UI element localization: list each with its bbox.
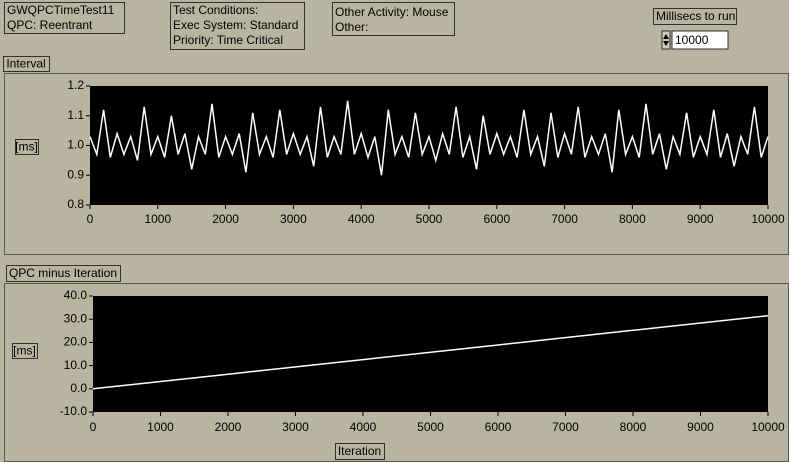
x-tick-label: 1000: [144, 212, 171, 226]
data-line: [92, 314, 769, 390]
y-axis-label-box: [12, 343, 38, 359]
plot-area: [93, 296, 768, 412]
y-tick-label: 30.0: [64, 311, 88, 325]
y-axis-label: [ms]: [13, 344, 36, 358]
x-tick-label: 5000: [416, 212, 443, 226]
x-tick-label: 6000: [485, 420, 512, 434]
plot-area: [90, 86, 768, 205]
y-tick-label: 40.0: [64, 288, 88, 302]
x-tick-label: 3000: [280, 212, 307, 226]
y-tick-label: 1.0: [67, 138, 84, 152]
x-tick-label: 0: [90, 420, 97, 434]
x-tick-label: 9000: [687, 212, 714, 226]
title-box: [4, 2, 125, 34]
millisecs-label: Millisecs to run: [656, 9, 735, 23]
y-tick-label: 10.0: [64, 358, 88, 372]
x-tick-label: 10000: [751, 212, 785, 226]
y-tick-label: 1.1: [67, 108, 84, 122]
spin-arrows: [663, 34, 669, 46]
y-tick-label: 1.2: [67, 78, 84, 92]
x-tick-label: 9000: [687, 420, 714, 434]
x-tick-label: 8000: [619, 212, 646, 226]
x-tick-label: 6000: [483, 212, 510, 226]
conditions-line: Exec System: Standard: [173, 18, 298, 32]
chart-title-box: [6, 265, 121, 282]
y-axis-label-box: [15, 139, 39, 155]
activity-line: Other Activity: Mouse: [335, 5, 449, 19]
conditions-line: Test Conditions:: [173, 3, 258, 17]
millisecs-value[interactable]: 10000: [675, 33, 709, 47]
x-tick-label: 7000: [552, 420, 579, 434]
chart-title-box: [3, 56, 50, 72]
vi-name: GWQPCTimeTest11: [7, 3, 115, 17]
x-axis-label: Iteration: [338, 444, 381, 458]
activity-box: [332, 2, 455, 36]
y-tick-label: 20.0: [64, 335, 88, 349]
millisecs-input[interactable]: [671, 30, 729, 50]
x-tick-label: 4000: [350, 420, 377, 434]
activity-line: Other:: [335, 20, 368, 34]
data-line: [89, 100, 769, 176]
y-tick-label: -10.0: [60, 404, 88, 418]
y-tick-label: 0.9: [67, 167, 84, 181]
spin-buttons[interactable]: [661, 30, 671, 50]
conditions-box: [170, 2, 305, 50]
x-tick-label: 5000: [417, 420, 444, 434]
millisecs-label-box: [653, 8, 737, 25]
x-tick-label: 10000: [751, 420, 785, 434]
conditions-line: Priority: Time Critical: [173, 33, 283, 47]
y-axis-label: [ms]: [15, 140, 38, 154]
x-tick-label: 0: [87, 212, 94, 226]
x-tick-label: 8000: [620, 420, 647, 434]
x-axis-label-box: [335, 443, 385, 460]
x-tick-label: 7000: [551, 212, 578, 226]
x-tick-label: 2000: [212, 212, 239, 226]
x-tick-label: 2000: [215, 420, 242, 434]
chart-title: QPC minus Iteration: [9, 266, 117, 280]
qpc-mode: QPC: Reentrant: [7, 18, 93, 32]
chart-title: Interval: [6, 57, 45, 71]
x-tick-label: 3000: [282, 420, 309, 434]
y-tick-label: 0.0: [70, 381, 87, 395]
y-tick-label: 0.8: [67, 197, 84, 211]
x-tick-label: 1000: [147, 420, 174, 434]
x-tick-label: 4000: [348, 212, 375, 226]
